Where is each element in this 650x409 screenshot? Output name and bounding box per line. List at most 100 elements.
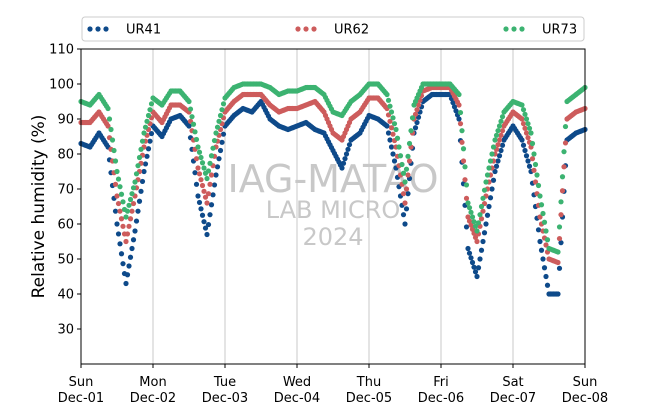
watermark-line-2: LAB MICRO <box>266 196 401 224</box>
data-point-interp <box>390 151 396 157</box>
data-point-interp <box>208 172 215 178</box>
data-point <box>483 179 489 185</box>
data-point-interp <box>532 179 539 185</box>
data-point-interp <box>544 282 551 288</box>
data-point-interp <box>129 245 135 252</box>
x-tick-label-date: Dec-05 <box>346 391 392 406</box>
data-point-interp <box>412 111 419 117</box>
x-tick-label-day: Sun <box>573 375 598 390</box>
data-point-interp <box>120 261 126 267</box>
data-point-interp <box>400 170 407 176</box>
data-point-interp <box>387 137 393 143</box>
data-point <box>384 123 390 129</box>
data-point-interp <box>205 221 212 228</box>
data-point-interp <box>387 103 393 109</box>
data-point-interp <box>543 228 549 234</box>
data-point-interp <box>558 240 564 246</box>
data-point <box>537 238 543 245</box>
data-point-interp <box>220 101 227 107</box>
x-tick-label-date: Dec-06 <box>418 391 464 406</box>
data-point-interp <box>523 116 530 122</box>
data-point-interp <box>460 146 467 152</box>
y-tick-label: 50 <box>57 253 74 268</box>
data-point-interp <box>468 222 474 228</box>
y-tick-label: 30 <box>57 323 74 338</box>
data-point-interp <box>526 125 533 131</box>
data-point-interp <box>466 250 473 256</box>
y-tick-label: 80 <box>57 148 74 163</box>
data-point-interp <box>487 158 494 164</box>
data-point-interp <box>499 142 506 148</box>
data-point-interp <box>531 151 537 157</box>
data-point-interp <box>495 142 501 148</box>
data-point-interp <box>207 181 213 187</box>
data-point-interp <box>487 195 494 201</box>
data-point-interp <box>205 191 212 197</box>
data-point-interp <box>499 114 506 120</box>
data-point <box>186 123 192 129</box>
series-UR41 <box>78 91 588 297</box>
data-point-interp <box>210 192 216 198</box>
data-point-interp <box>525 135 531 141</box>
data-point-interp <box>481 230 488 236</box>
legend[interactable]: UR41 UR62 UR73 <box>81 16 585 42</box>
legend-items: UR41 UR62 UR73 <box>87 23 577 38</box>
data-point-interp <box>477 256 483 262</box>
legend-item-UR62[interactable]: UR62 <box>295 23 369 38</box>
data-point-interp <box>403 166 410 172</box>
data-point-interp <box>532 161 539 168</box>
data-point-interp <box>490 144 497 150</box>
data-point-interp <box>520 121 527 127</box>
data-point-interp <box>385 97 392 103</box>
x-tick-label-day: Tue <box>213 375 236 390</box>
data-point-interp <box>202 225 209 231</box>
data-point-interp <box>478 216 485 222</box>
data-point <box>492 137 498 143</box>
legend-item-UR73[interactable]: UR73 <box>503 23 577 38</box>
x-tick-label-day: Sun <box>69 375 94 390</box>
y-tick-label: 40 <box>57 288 74 303</box>
data-point-interp <box>457 121 464 127</box>
data-point-interp <box>147 107 153 113</box>
data-point <box>204 200 210 206</box>
data-point-interp <box>135 163 141 169</box>
data-point-interp <box>463 182 470 188</box>
data-point-interp <box>192 170 198 176</box>
legend-item-UR41[interactable]: UR41 <box>87 23 161 38</box>
data-point <box>519 102 525 108</box>
data-point-interp <box>115 200 122 207</box>
data-point-interp <box>106 116 113 122</box>
legend-marker <box>303 26 309 32</box>
data-point <box>402 200 408 206</box>
data-point-interp <box>136 198 143 204</box>
data-point-interp <box>405 172 411 178</box>
data-point <box>105 123 111 129</box>
data-points <box>78 81 588 297</box>
data-point-interp <box>480 208 486 214</box>
data-point-interp <box>130 200 137 207</box>
data-point-interp <box>117 241 123 247</box>
data-point-interp <box>124 272 131 278</box>
legend-marker <box>503 26 509 32</box>
data-point-interp <box>387 118 393 124</box>
data-point-interp <box>217 112 224 119</box>
data-point-interp <box>406 158 413 164</box>
data-point-interp <box>124 208 131 214</box>
data-point-interp <box>148 101 155 107</box>
data-point-interp <box>414 107 420 113</box>
data-point-interp <box>201 219 207 225</box>
data-point-interp <box>394 135 401 141</box>
data-point-interp <box>219 139 225 145</box>
data-point-interp <box>145 112 152 119</box>
data-point-interp <box>199 212 206 218</box>
data-point <box>123 238 129 245</box>
data-point-interp <box>205 168 212 174</box>
x-axis-ticks: SunDec-01MonDec-02TueDec-03WedDec-04ThuD… <box>58 364 608 406</box>
data-point-interp <box>120 199 126 205</box>
x-tick-label-date: Dec-01 <box>58 391 104 406</box>
data-point-interp <box>342 156 348 162</box>
data-point-interp <box>126 263 132 269</box>
data-point-interp <box>112 158 119 164</box>
data-point-interp <box>129 208 135 214</box>
